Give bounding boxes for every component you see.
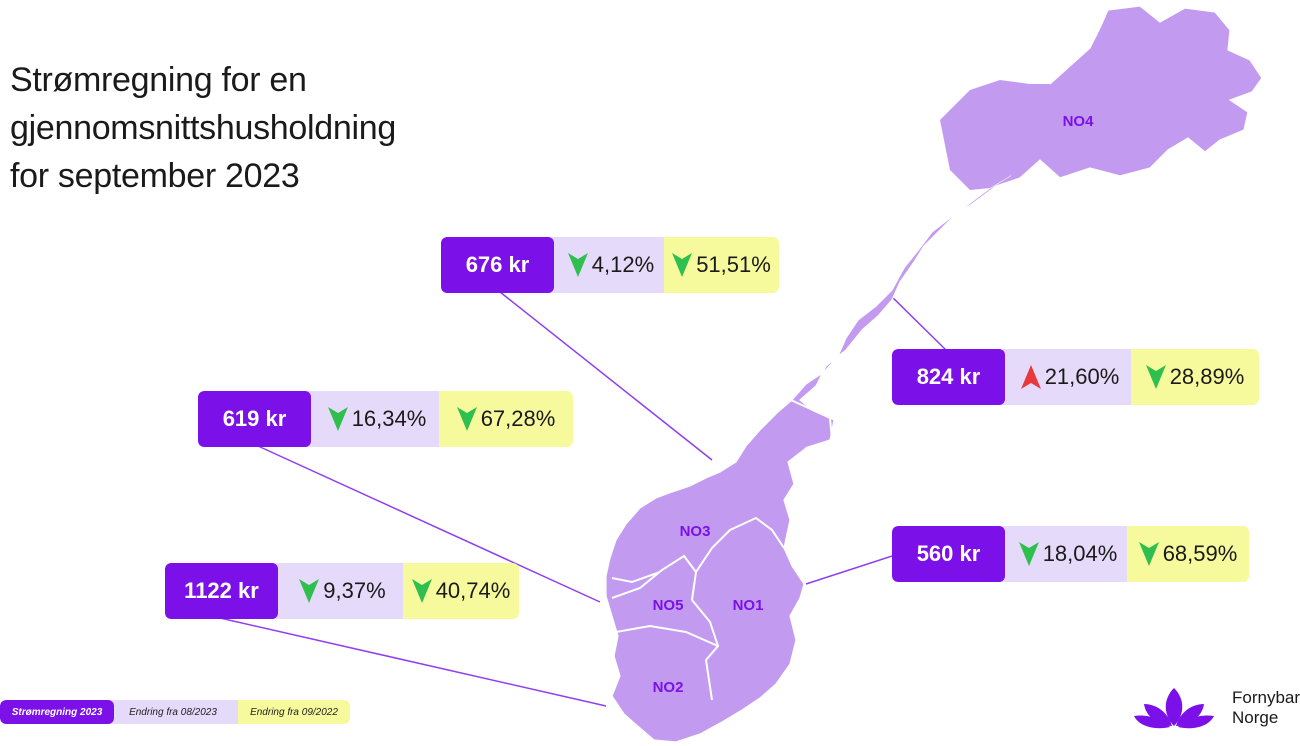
connector-no4 bbox=[887, 292, 947, 351]
legend-monthly: Endring fra 08/2023 bbox=[108, 700, 238, 724]
title-line-2: gjennomsnittshusholdning bbox=[10, 109, 396, 147]
monthly-change: 21,60% bbox=[999, 349, 1131, 405]
title-line-1: Strømregning for en bbox=[10, 61, 307, 99]
price-box: 560 kr bbox=[892, 526, 1005, 582]
monthly-change-value: 9,37% bbox=[323, 578, 386, 603]
region-label-no4: NO4 bbox=[1063, 113, 1095, 130]
price-box: 619 kr bbox=[198, 391, 311, 447]
logo-text: Fornybar Norge bbox=[1232, 688, 1300, 728]
legend-yearly: Endring fra 09/2022 bbox=[238, 700, 350, 724]
title-line-3: for september 2023 bbox=[10, 157, 300, 195]
norway-shape bbox=[605, 5, 1263, 743]
legend: Strømregning 2023 Endring fra 08/2023 En… bbox=[0, 700, 350, 724]
monthly-change-value: 16,34% bbox=[351, 406, 427, 431]
fornybar-norge-logo: Fornybar Norge bbox=[1132, 686, 1300, 730]
arrow-down-icon bbox=[327, 407, 348, 431]
page-title: Strømregning for en gjennomsnittshushold… bbox=[10, 56, 396, 200]
monthly-change: 9,37% bbox=[272, 563, 403, 619]
arrow-down-icon bbox=[299, 579, 320, 603]
yearly-change-value: 68,59% bbox=[1162, 541, 1238, 566]
yearly-change-value: 28,89% bbox=[1169, 364, 1245, 389]
connector-no5 bbox=[257, 445, 601, 603]
card-no2: 1122 kr 9,37% 40,74% bbox=[165, 563, 519, 619]
arrow-down-icon bbox=[411, 579, 432, 603]
yearly-change-value: 40,74% bbox=[435, 578, 511, 603]
norway-north-fill bbox=[940, 80, 1050, 190]
yearly-change-value: 67,28% bbox=[480, 406, 556, 431]
connector-lines bbox=[219, 291, 947, 707]
logo-line-1: Fornybar bbox=[1232, 688, 1300, 707]
card-no1: 560 kr 18,04% 68,59% bbox=[892, 526, 1249, 582]
monthly-change: 18,04% bbox=[999, 526, 1127, 582]
card-no4: 824 kr 21,60% 28,89% bbox=[892, 349, 1259, 405]
connector-no2 bbox=[219, 617, 607, 707]
region-label-no3: NO3 bbox=[680, 523, 711, 540]
arrow-down-icon bbox=[567, 253, 588, 277]
yearly-change: 68,59% bbox=[1127, 526, 1249, 582]
monthly-change-value: 4,12% bbox=[591, 252, 655, 277]
card-no5: 619 kr 16,34% 67,28% bbox=[198, 391, 573, 447]
monthly-change: 16,34% bbox=[305, 391, 439, 447]
card-no3: 676 kr 4,12% 51,51% bbox=[441, 237, 779, 293]
region-label-no1: NO1 bbox=[733, 597, 764, 614]
monthly-change-value: 21,60% bbox=[1044, 364, 1120, 389]
region-borders bbox=[611, 395, 834, 701]
yearly-change: 40,74% bbox=[403, 563, 519, 619]
price-box: 676 kr bbox=[441, 237, 554, 293]
arrow-down-icon bbox=[1018, 542, 1039, 566]
flower-icon bbox=[1134, 688, 1214, 729]
arrow-down-icon bbox=[456, 407, 477, 431]
arrow-down-icon bbox=[672, 253, 693, 277]
monthly-change: 4,12% bbox=[548, 237, 664, 293]
connector-no1 bbox=[805, 555, 893, 585]
arrow-down-icon bbox=[1138, 542, 1159, 566]
price-box: 1122 kr bbox=[165, 563, 278, 619]
monthly-change-value: 18,04% bbox=[1042, 541, 1118, 566]
arrow-down-icon bbox=[1145, 365, 1166, 389]
yearly-change-value: 51,51% bbox=[696, 252, 771, 277]
connector-no3 bbox=[499, 291, 713, 461]
yearly-change: 67,28% bbox=[439, 391, 573, 447]
price-box: 824 kr bbox=[892, 349, 1005, 405]
legend-price: Strømregning 2023 bbox=[0, 700, 114, 724]
region-label-no5: NO5 bbox=[653, 597, 684, 614]
yearly-change: 51,51% bbox=[664, 237, 779, 293]
yearly-change: 28,89% bbox=[1131, 349, 1259, 405]
logo-line-2: Norge bbox=[1232, 708, 1279, 727]
region-label-no2: NO2 bbox=[653, 679, 684, 696]
arrow-up-icon bbox=[1020, 365, 1041, 389]
